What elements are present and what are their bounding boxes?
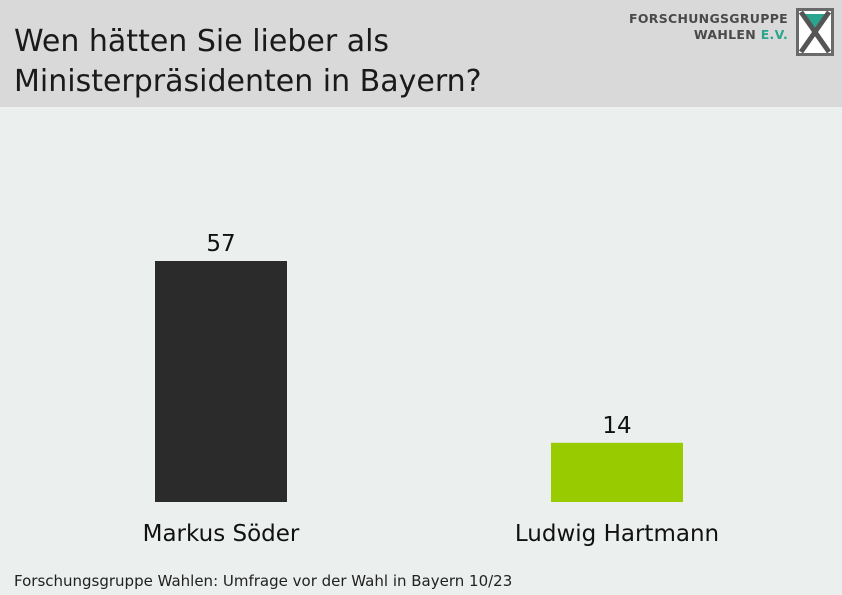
logo-line-1: FORSCHUNGSGRUPPE [629,11,788,26]
category-label-ludwig-hartmann: Ludwig Hartmann [515,521,719,547]
value-label-markus-s-der: 57 [206,231,235,257]
logo-x-mark-icon [796,8,834,56]
bar-ludwig-hartmann [551,442,683,502]
value-label-ludwig-hartmann: 14 [602,413,631,439]
source-note: Forschungsgruppe Wahlen: Umfrage vor der… [14,572,513,590]
category-label-markus-s-der: Markus Söder [143,521,300,547]
chart-title: Wen hätten Sie lieber als Ministerpräsid… [14,22,482,102]
logo-text: FORSCHUNGSGRUPPE WAHLEN E.V. [629,11,788,43]
chart-title-line-1: Wen hätten Sie lieber als [14,24,390,59]
logo-line-2: WAHLEN E.V. [629,27,788,43]
bar-chart: 57 Markus Söder 14 Ludwig Hartmann [143,231,719,547]
header-band: Wen hätten Sie lieber als Ministerpräsid… [0,0,842,107]
forschungsgruppe-logo: FORSCHUNGSGRUPPE WAHLEN E.V. [629,8,834,56]
logo-word-ev: E.V. [760,27,788,42]
bar-markus-s-der [155,261,287,502]
logo-word-wahlen: WAHLEN [693,27,757,42]
chart-title-line-2: Ministerpräsidenten in Bayern? [14,64,482,99]
